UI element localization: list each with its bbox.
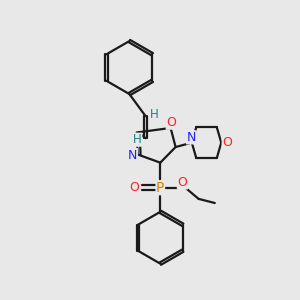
Text: O: O — [129, 181, 139, 194]
Text: P: P — [156, 181, 164, 195]
Text: N: N — [128, 148, 137, 161]
Text: H: H — [133, 133, 142, 146]
Text: H: H — [149, 108, 158, 121]
Text: O: O — [222, 136, 232, 149]
Text: O: O — [178, 176, 187, 189]
Text: N: N — [187, 131, 196, 144]
Text: O: O — [166, 116, 176, 129]
